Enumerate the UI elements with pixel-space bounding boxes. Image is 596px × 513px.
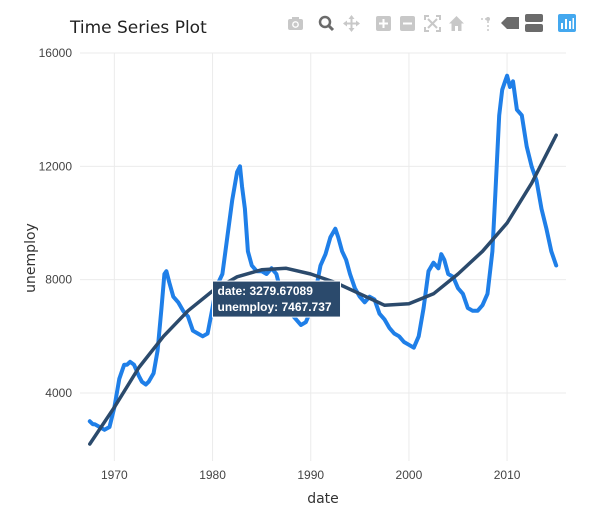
- hover-closest-icon[interactable]: [501, 17, 519, 29]
- x-tick-label: 2010: [494, 468, 521, 482]
- x-axis-title: date: [307, 491, 339, 507]
- autoscale-icon[interactable]: [424, 15, 441, 32]
- zoom-in-icon[interactable]: [376, 16, 391, 31]
- plot-area[interactable]: [87, 73, 559, 446]
- y-tick-label: 4000: [45, 386, 72, 400]
- raw-series-line[interactable]: [87, 73, 559, 432]
- zoom-out-icon[interactable]: [400, 16, 415, 31]
- tooltip-unemploy: unemploy: 7467.737: [218, 300, 332, 314]
- gridlines: [80, 52, 566, 461]
- tooltip-box: [212, 280, 342, 318]
- hover-tooltip: date: 3279.67089 unemploy: 7467.737: [212, 280, 342, 318]
- tooltip-date: date: 3279.67089: [218, 284, 314, 298]
- y-axis-ticks: 4000 8000 12000 16000: [39, 46, 73, 400]
- trend-series-line[interactable]: [88, 133, 558, 446]
- y-tick-label: 8000: [45, 273, 72, 287]
- x-tick-label: 1990: [297, 468, 324, 482]
- x-tick-label: 1980: [199, 468, 226, 482]
- hover-compare-icon[interactable]: [525, 14, 543, 32]
- zoom-icon[interactable]: [318, 15, 335, 32]
- x-axis-ticks: 1970 1980 1990 2000 2010: [101, 468, 521, 482]
- y-tick-label: 12000: [39, 159, 73, 173]
- pan-icon[interactable]: [343, 15, 360, 32]
- camera-icon[interactable]: [288, 17, 303, 30]
- chart-title: Time Series Plot: [69, 18, 207, 38]
- plotly-logo-icon[interactable]: [558, 14, 576, 32]
- spike-lines-icon[interactable]: [481, 17, 490, 31]
- x-tick-label: 2000: [396, 468, 423, 482]
- y-axis-title: unemploy: [23, 223, 39, 293]
- x-tick-label: 1970: [101, 468, 128, 482]
- modebar: [288, 14, 576, 32]
- home-icon[interactable]: [449, 16, 464, 31]
- y-tick-label: 16000: [39, 46, 73, 60]
